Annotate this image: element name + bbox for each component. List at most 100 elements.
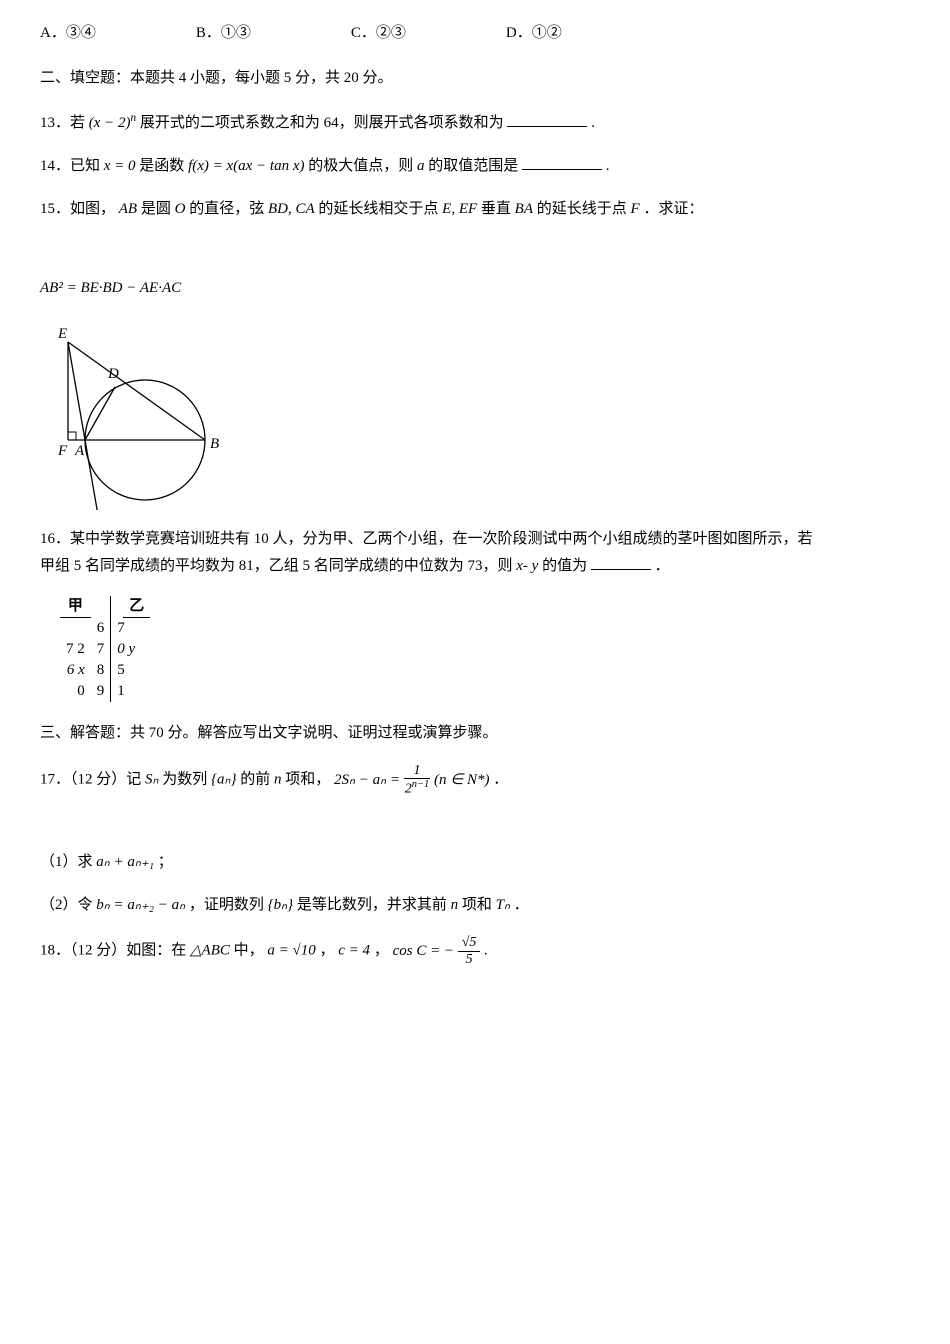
q13-blank (507, 111, 587, 127)
q17-p1-pre: （1）求 (40, 854, 93, 870)
q13-base: (x − 2) (89, 115, 131, 131)
q17-part2: （2）令 bₙ = aₙ₊₂ − aₙ ，证明数列 {bₙ} 是等比数列，并求其… (40, 892, 910, 919)
section-2-title: 二、填空题：本题共 4 小题，每小题 5 分，共 20 分。 (40, 65, 910, 92)
question-15: 15．如图， AB 是圆 O 的直径，弦 BD, CA 的延长线相交于点 E, … (40, 196, 910, 223)
q14-eq1: x = 0 (104, 158, 136, 174)
table-row: 6 x 8 5 (60, 660, 150, 681)
q18-comma1: ， (320, 943, 335, 959)
q17-part1: （1）求 aₙ + aₙ₊₁ ； (40, 849, 910, 876)
stem-cell: 6 x (60, 660, 91, 681)
q18-c: c = 4 (338, 943, 370, 959)
q17-num: 1 (413, 763, 420, 778)
stem-cell: 5 (111, 660, 151, 681)
stem-header-right: 乙 (123, 596, 150, 618)
q18-cos-lhs: cos C = − (393, 938, 455, 965)
stem-cell: 1 (111, 681, 151, 702)
q15-ba: BA (515, 201, 533, 217)
q16-line2b: 的值为 (542, 558, 587, 574)
q17-n: n (274, 772, 282, 788)
question-16: 16．某中学数学竞赛培训班共有 10 人，分为甲、乙两个小组，在一次阶段测试中两… (40, 526, 910, 580)
stem-cell: 7 (91, 639, 111, 660)
stem-cell: 7 2 (60, 639, 91, 660)
q17-p2-bn: bₙ = aₙ₊₂ − aₙ (96, 897, 185, 913)
q13-suffix: . (591, 115, 595, 131)
q16-suffix: ． (655, 558, 670, 574)
table-row: 6 7 (60, 618, 150, 640)
q17-sn: Sₙ (145, 772, 158, 788)
stem-cell: 9 (91, 681, 111, 702)
q17-p1-expr: aₙ + aₙ₊₁ (96, 854, 154, 870)
q14-var: a (417, 158, 425, 174)
question-14: 14．已知 x = 0 是函数 f(x) = x(ax − tan x) 的极大… (40, 153, 910, 180)
svg-text:F: F (57, 443, 68, 459)
q17-t1: 为数列 (162, 772, 207, 788)
question-18: 18．（12 分）如图：在 △ABC 中， a = √10 ， c = 4 ， … (40, 935, 910, 967)
q15-prefix: 15．如图， (40, 201, 115, 217)
q15-o: O (175, 201, 186, 217)
table-row: 7 2 7 0 y (60, 639, 150, 660)
svg-text:A: A (74, 443, 85, 459)
q14-mid2: 的极大值点，则 (308, 158, 413, 174)
stem-cell: 0 (60, 681, 91, 702)
q14-blank (522, 154, 602, 170)
q14-prefix: 14．已知 (40, 158, 104, 174)
q15-bdca: BD, CA (268, 201, 315, 217)
stem-leaf-table: 甲 乙 6 7 7 2 7 0 y 6 x 8 5 0 9 1 (60, 596, 150, 702)
q14-mid1: 是函数 (139, 158, 188, 174)
q15-formula: AB² = BE·BD − AE·AC (40, 275, 910, 302)
circle-diagram: ABDEF (40, 320, 240, 510)
option-b: B．①③ (196, 20, 251, 47)
stem-cell: 6 (91, 618, 111, 640)
q18-prefix: 18．（12 分）如图：在 (40, 943, 186, 959)
q13-exp: n (131, 112, 137, 124)
q18-cos: cos C = − √5 5 (393, 935, 481, 967)
q15-t6: ．求证： (643, 201, 703, 217)
question-13: 13．若 (x − 2)n 展开式的二项式系数之和为 64，则展开式各项系数和为… (40, 108, 910, 137)
section-3-title: 三、解答题：共 70 分。解答应写出文字说明、证明过程或演算步骤。 (40, 720, 910, 747)
q17-t3: 项和， (285, 772, 330, 788)
q14-suffix: . (606, 158, 610, 174)
q15-t3: 的延长线相交于点 (318, 201, 438, 217)
q16-line2a: 甲组 5 名同学成绩的平均数为 81，乙组 5 名同学成绩的中位数为 73，则 (40, 558, 516, 574)
q15-t4: 垂直 (481, 201, 511, 217)
q17-p2-pre: （2）令 (40, 897, 93, 913)
q14-eq2: f(x) = x(ax − tan x) (188, 158, 304, 174)
q18-t1: 中， (234, 943, 264, 959)
q13-mid: 展开式的二项式系数之和为 64，则展开式各项系数和为 (140, 115, 504, 131)
stem-cell: 0 y (111, 639, 151, 660)
q17-p2-suf: ． (514, 897, 529, 913)
q15-t1: 是圆 (141, 201, 171, 217)
q17-cond: (n ∈ N*) (434, 767, 490, 794)
option-a: A．③④ (40, 20, 96, 47)
stem-header-left: 甲 (60, 596, 91, 618)
q17-dot: ． (493, 772, 508, 788)
q13-prefix: 13．若 (40, 115, 85, 131)
q17-prefix: 17．（12 分）记 (40, 772, 141, 788)
q15-t2: 的直径，弦 (189, 201, 264, 217)
q14-mid3: 的取值范围是 (428, 158, 518, 174)
q17-p2-seq: {bₙ} (268, 897, 293, 913)
q17-lhs: 2Sₙ − aₙ = (334, 767, 400, 794)
q18-dot: . (484, 943, 488, 959)
options-row: A．③④ B．①③ C．②③ D．①② (40, 20, 910, 47)
option-c: C．②③ (351, 20, 406, 47)
q18-a: a = √10 (267, 943, 315, 959)
q17-p1-suf: ； (158, 854, 173, 870)
q17-den: 2 (405, 782, 412, 797)
q17-formula: 2Sₙ − aₙ = 1 2n−1 (n ∈ N*) (334, 763, 490, 797)
q18-cos-den: 5 (458, 951, 480, 967)
q15-t5: 的延长线于点 (537, 201, 627, 217)
table-row: 0 9 1 (60, 681, 150, 702)
stem-cell: 7 (111, 618, 151, 640)
q17-p2-t3: 项和 (462, 897, 492, 913)
q15-f: F (631, 201, 640, 217)
q18-tri: △ABC (190, 943, 230, 959)
q17-t2: 的前 (240, 772, 270, 788)
q18-cos-num: √5 (462, 935, 477, 950)
svg-text:B: B (210, 436, 219, 452)
q15-ab: AB (119, 201, 137, 217)
q16-blank (591, 554, 651, 570)
q15-eef: E, EF (442, 201, 477, 217)
q17-p2-t2: 是等比数列，并求其前 (297, 897, 447, 913)
q16-xy: x- y (516, 558, 538, 574)
